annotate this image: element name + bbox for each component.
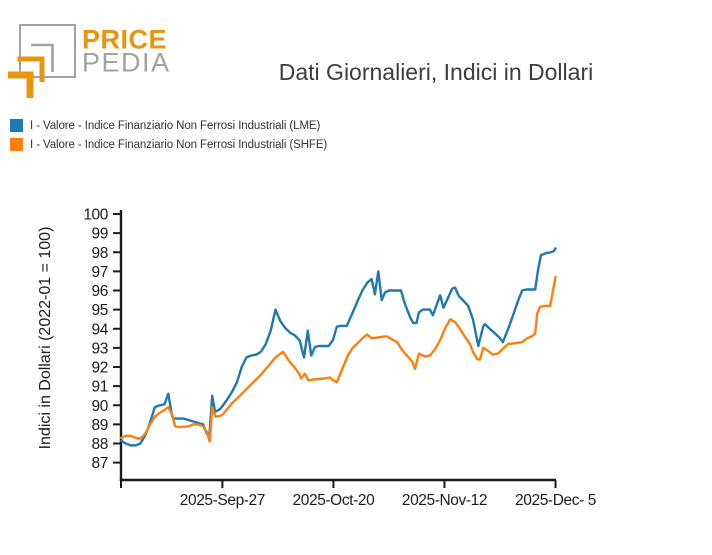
y-tick-label: 93 [92, 340, 108, 357]
legend-item-shfe: I - Valore - Indice Finanziario Non Ferr… [10, 137, 327, 152]
y-tick-label: 92 [92, 360, 108, 377]
legend-item-lme: I - Valore - Indice Finanziario Non Ferr… [10, 118, 327, 133]
x-tick-label: 2025-Oct-20 [293, 492, 376, 509]
y-tick-label: 87 [92, 455, 108, 472]
x-tick-label: 2025-Dec- 5 [515, 492, 596, 509]
x-tick-label: 2025-Nov-12 [402, 492, 487, 509]
pricepedia-logo: PRICE PEDIA [8, 24, 171, 98]
legend-label-shfe: I - Valore - Indice Finanziario Non Ferr… [30, 138, 328, 151]
x-tick-label: 2025-Sep-27 [180, 492, 265, 509]
logo-outer-orange-bracket [8, 71, 34, 98]
y-tick-label: 91 [92, 379, 108, 396]
logo-mid-orange-bracket [17, 56, 45, 82]
y-tick-label: 99 [92, 226, 108, 243]
chart-legend: I - Valore - Indice Finanziario Non Ferr… [10, 118, 327, 156]
y-tick-label: 88 [92, 436, 108, 453]
series-line-shfe [119, 275, 557, 443]
y-tick-label: 97 [92, 264, 108, 281]
y-tick-label: 94 [92, 321, 109, 338]
y-tick-label: 95 [92, 302, 108, 319]
legend-swatch-shfe [10, 138, 23, 151]
y-tick-label: 89 [92, 417, 108, 434]
line-chart-canvas: 100 99 98 97 96 95 94 93 92 91 90 89 88 87 2025-Sep-27… [37, 207, 596, 510]
y-tick-label: 100 [83, 207, 108, 224]
logo-outer-square [19, 24, 76, 78]
logo-inner-gray-bracket [31, 43, 54, 72]
legend-label-lme: I - Valore - Indice Finanziario Non Ferr… [30, 119, 321, 132]
legend-swatch-lme [10, 119, 23, 132]
y-axis-title: Indici in Dollari (2022-01 = 100) [37, 227, 54, 450]
y-tick-label: 90 [92, 398, 109, 415]
y-tick-label: 96 [92, 283, 108, 300]
logo-wordmark-pedia: PEDIA [82, 48, 171, 78]
page-title: Dati Giornalieri, Indici in Dollari [278, 59, 594, 86]
y-tick-label: 98 [92, 245, 108, 262]
series-line-lme [119, 247, 557, 447]
logo-wordmark-price: PRICE [82, 25, 167, 55]
